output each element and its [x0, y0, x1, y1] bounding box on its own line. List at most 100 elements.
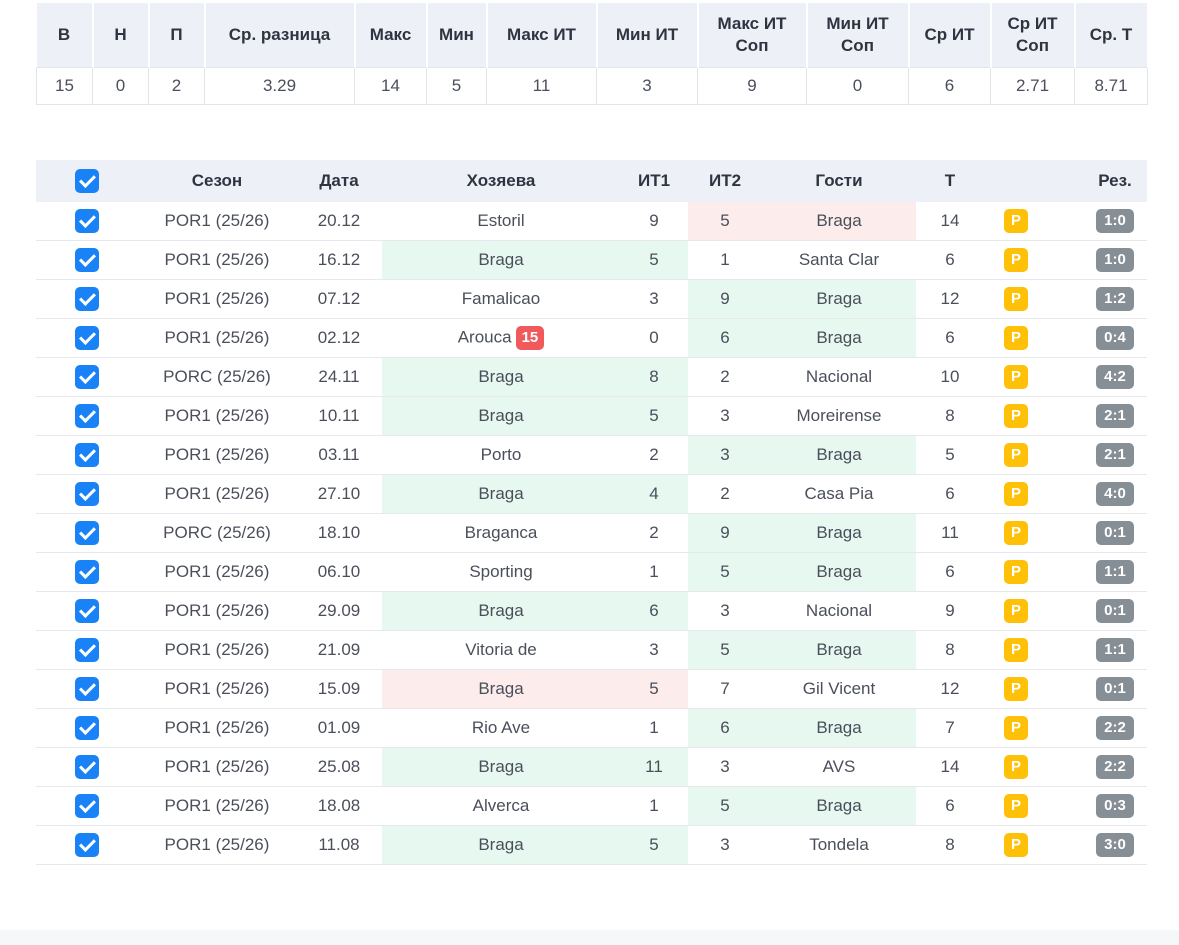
away-team-name[interactable]: Braga [816, 445, 862, 464]
result-badge[interactable]: 0:1 [1096, 677, 1134, 701]
result-badge[interactable]: 4:2 [1096, 365, 1134, 389]
result-badge[interactable]: 0:1 [1096, 599, 1134, 623]
away-team-name[interactable]: AVS [822, 757, 856, 776]
result-badge[interactable]: 1:1 [1096, 638, 1134, 662]
row-checkbox[interactable] [75, 248, 99, 272]
match-row[interactable]: POR1 (25/26) 29.09 Braga 6 3 Nacional 9 P 0:1 [36, 591, 1147, 631]
row-checkbox[interactable] [75, 404, 99, 428]
home-team-name[interactable]: Porto [480, 445, 522, 464]
match-row[interactable]: PORC (25/26) 24.11 Braga 8 2 Nacional 10 P 4:2 [36, 357, 1147, 397]
home-team-name[interactable]: Vitoria de [465, 640, 537, 659]
away-team-name[interactable]: Moreirense [796, 406, 882, 425]
total-header[interactable]: Т [916, 160, 984, 202]
home-team-name[interactable]: Braganca [464, 523, 538, 542]
row-checkbox[interactable] [75, 209, 99, 233]
home-team-name[interactable]: Rio Ave [471, 718, 531, 737]
p-badge[interactable]: P [1004, 677, 1028, 701]
p-badge[interactable]: P [1004, 482, 1028, 506]
p-badge[interactable]: P [1004, 248, 1028, 272]
row-checkbox[interactable] [75, 521, 99, 545]
home-team-name[interactable]: Estoril [477, 211, 525, 230]
p-badge[interactable]: P [1004, 521, 1028, 545]
result-badge[interactable]: 1:2 [1096, 287, 1134, 311]
match-row[interactable]: POR1 (25/26) 06.10 Sporting 1 5 Braga 6 P 1:1 [36, 552, 1147, 592]
row-checkbox[interactable] [75, 482, 99, 506]
row-checkbox[interactable] [75, 755, 99, 779]
it1-header[interactable]: ИТ1 [620, 160, 688, 202]
away-team-name[interactable]: Nacional [805, 601, 873, 620]
away-team-name[interactable]: Nacional [805, 367, 873, 386]
match-row[interactable]: POR1 (25/26) 21.09 Vitoria de 3 5 Braga 8 P 1:1 [36, 630, 1147, 670]
match-row[interactable]: POR1 (25/26) 03.11 Porto 2 3 Braga 5 P 2:1 [36, 435, 1147, 475]
row-checkbox[interactable] [75, 794, 99, 818]
home-team-name[interactable]: Famalicao [461, 289, 541, 308]
p-badge[interactable]: P [1004, 326, 1028, 350]
date-header[interactable]: Дата [296, 160, 382, 202]
row-checkbox[interactable] [75, 560, 99, 584]
p-badge[interactable]: P [1004, 638, 1028, 662]
result-badge[interactable]: 0:1 [1096, 521, 1134, 545]
home-team-name[interactable]: Braga [478, 367, 524, 386]
away-team-name[interactable]: Braga [816, 796, 862, 815]
row-checkbox[interactable] [75, 638, 99, 662]
p-badge[interactable]: P [1004, 755, 1028, 779]
row-checkbox[interactable] [75, 443, 99, 467]
home-team-name[interactable]: Alverca [472, 796, 530, 815]
result-badge[interactable]: 1:1 [1096, 560, 1134, 584]
away-team-name[interactable]: Tondela [809, 835, 869, 854]
row-checkbox[interactable] [75, 287, 99, 311]
row-checkbox[interactable] [75, 833, 99, 857]
row-checkbox[interactable] [75, 716, 99, 740]
home-header[interactable]: Хозяева [382, 160, 620, 202]
match-row[interactable]: POR1 (25/26) 25.08 Braga 11 3 AVS 14 P 2:2 [36, 747, 1147, 787]
p-badge[interactable]: P [1004, 794, 1028, 818]
match-row[interactable]: PORC (25/26) 18.10 Braganca 2 9 Braga 11 P 0:1 [36, 513, 1147, 553]
away-team-name[interactable]: Braga [816, 640, 862, 659]
p-badge[interactable]: P [1004, 209, 1028, 233]
p-badge[interactable]: P [1004, 287, 1028, 311]
p-badge[interactable]: P [1004, 599, 1028, 623]
home-team-name[interactable]: Braga [478, 250, 524, 269]
match-row[interactable]: POR1 (25/26) 20.12 Estoril 9 5 Braga 14 P 1:0 [36, 202, 1147, 241]
row-checkbox[interactable] [75, 365, 99, 389]
away-team-name[interactable]: Braga [816, 523, 862, 542]
match-row[interactable]: POR1 (25/26) 16.12 Braga 5 1 Santa Clar 6 P 1:0 [36, 240, 1147, 280]
it2-header[interactable]: ИТ2 [688, 160, 762, 202]
away-team-name[interactable]: Braga [816, 211, 862, 230]
result-badge[interactable]: 1:0 [1096, 248, 1134, 272]
match-row[interactable]: POR1 (25/26) 11.08 Braga 5 3 Tondela 8 P 3:0 [36, 825, 1147, 865]
match-row[interactable]: POR1 (25/26) 01.09 Rio Ave 1 6 Braga 7 P 2:2 [36, 708, 1147, 748]
p-badge[interactable]: P [1004, 443, 1028, 467]
away-team-name[interactable]: Gil Vicent [802, 679, 876, 698]
result-badge[interactable]: 1:0 [1096, 209, 1134, 233]
result-badge[interactable]: 2:1 [1096, 443, 1134, 467]
row-checkbox[interactable] [75, 677, 99, 701]
match-row[interactable]: POR1 (25/26) 07.12 Famalicao 3 9 Braga 12 P 1:2 [36, 279, 1147, 319]
away-team-name[interactable]: Casa Pia [804, 484, 874, 503]
home-team-name[interactable]: Braga [478, 406, 524, 425]
select-all-checkbox[interactable] [75, 169, 99, 193]
away-header[interactable]: Гости [762, 160, 916, 202]
result-badge[interactable]: 4:0 [1096, 482, 1134, 506]
away-team-name[interactable]: Braga [816, 562, 862, 581]
p-badge[interactable]: P [1004, 560, 1028, 584]
p-badge[interactable]: P [1004, 716, 1028, 740]
result-badge[interactable]: 2:1 [1096, 404, 1134, 428]
result-badge[interactable]: 2:2 [1096, 716, 1134, 740]
season-header[interactable]: Сезон [138, 160, 296, 202]
home-team-name[interactable]: Braga [478, 757, 524, 776]
away-team-name[interactable]: Braga [816, 289, 862, 308]
home-team-name[interactable]: Braga [478, 679, 524, 698]
match-row[interactable]: POR1 (25/26) 18.08 Alverca 1 5 Braga 6 P 0:3 [36, 786, 1147, 826]
row-checkbox[interactable] [75, 599, 99, 623]
result-badge[interactable]: 3:0 [1096, 833, 1134, 857]
match-row[interactable]: POR1 (25/26) 27.10 Braga 4 2 Casa Pia 6 P 4:0 [36, 474, 1147, 514]
away-team-name[interactable]: Braga [816, 718, 862, 737]
result-header[interactable]: Рез. [1083, 160, 1147, 202]
p-badge[interactable]: P [1004, 404, 1028, 428]
p-badge[interactable]: P [1004, 365, 1028, 389]
p-badge[interactable]: P [1004, 833, 1028, 857]
home-team-name[interactable]: Arouca [457, 327, 512, 347]
home-team-name[interactable]: Braga [478, 835, 524, 854]
home-team-name[interactable]: Braga [478, 601, 524, 620]
